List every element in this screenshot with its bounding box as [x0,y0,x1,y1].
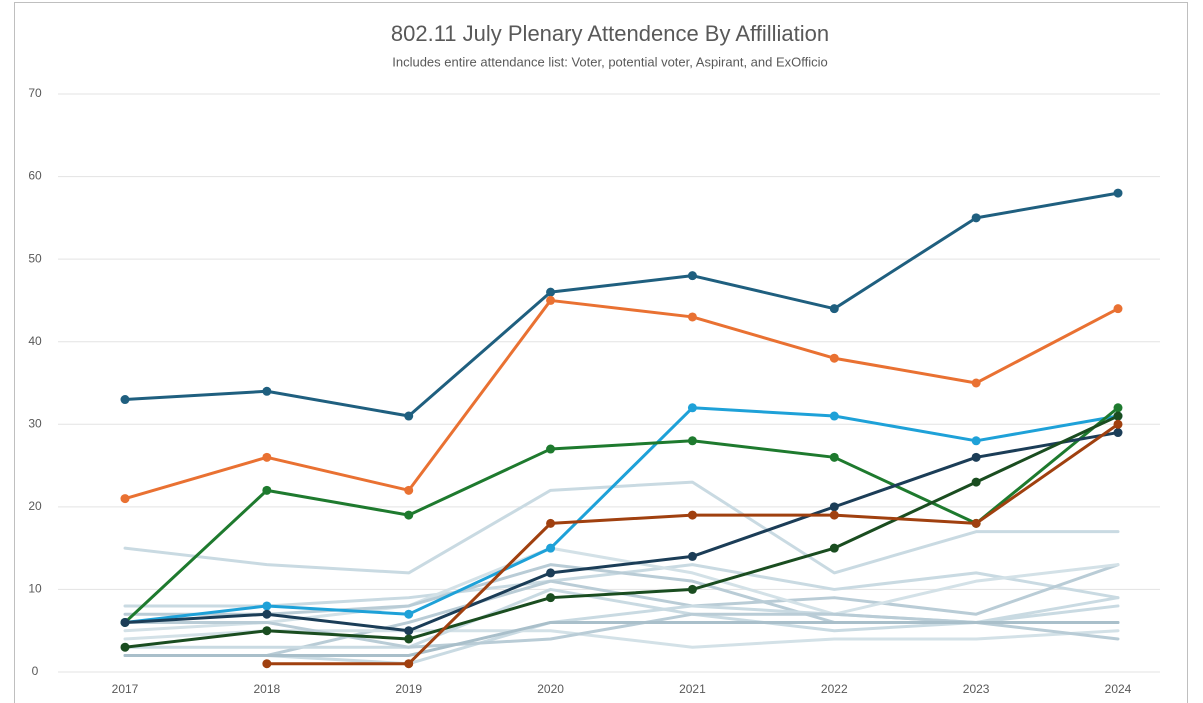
series-line [123,620,1120,657]
series-marker [546,593,556,603]
series-line [123,480,1120,575]
series-marker [687,551,697,561]
x-tick-label: 2024 [1105,682,1132,696]
series-marker [1113,304,1123,314]
series-line [123,431,1120,633]
series-marker [120,494,130,504]
series-marker [404,485,414,495]
x-tick-label: 2018 [254,682,281,696]
series-marker [404,411,414,421]
series-marker [120,642,130,652]
series-marker [687,271,697,281]
series-marker [829,543,839,553]
series-marker [1113,188,1123,198]
series-marker [262,601,272,611]
series-marker [546,444,556,454]
series-marker [971,452,981,462]
series-marker [546,295,556,305]
series-marker [687,436,697,446]
y-tick-label: 50 [28,251,42,265]
series-marker [262,626,272,636]
series-marker [404,659,414,669]
series-line [123,191,1120,418]
series-marker [262,386,272,396]
series-line [123,406,1120,624]
series-marker [404,510,414,520]
series-marker [404,626,414,636]
x-tick-label: 2023 [963,682,990,696]
series-marker [829,411,839,421]
series-marker [687,510,697,520]
series-line [123,546,1120,633]
y-tick-label: 20 [28,499,42,513]
y-tick-label: 30 [28,416,42,430]
series-line [123,406,1120,624]
series-marker [120,617,130,627]
y-tick-label: 0 [32,664,39,678]
series-marker [687,584,697,594]
series-marker [546,568,556,578]
series-marker [971,213,981,223]
y-tick-label: 70 [28,86,42,100]
series-marker [546,518,556,528]
series-marker [829,304,839,314]
x-tick-label: 2021 [679,682,706,696]
x-tick-label: 2022 [821,682,848,696]
series-marker [971,378,981,388]
series-marker [262,485,272,495]
series-marker [1113,411,1123,421]
chart-title: 802.11 July Plenary Attendence By Affill… [391,21,829,46]
series-marker [829,452,839,462]
series-marker [1113,428,1123,438]
series-marker [1113,403,1123,413]
series-marker [829,353,839,363]
series-marker [546,287,556,297]
x-tick-label: 2020 [537,682,564,696]
series-marker [262,609,272,619]
series-marker [687,312,697,322]
series-line [123,298,1120,501]
series-marker [829,502,839,512]
chart-subtitle: Includes entire attendance list: Voter, … [392,54,828,69]
series-marker [829,510,839,520]
series-marker [687,403,697,413]
series-marker [262,659,272,669]
series-marker [404,609,414,619]
x-tick-label: 2019 [395,682,422,696]
y-tick-label: 10 [28,582,42,596]
x-tick-label: 2017 [112,682,139,696]
series-line [123,414,1120,649]
series-marker [1113,419,1123,429]
series-marker [971,477,981,487]
series-marker [971,436,981,446]
series-marker [262,452,272,462]
series-marker [546,543,556,553]
series-marker [971,518,981,528]
chart-frame [14,2,1188,703]
y-tick-label: 40 [28,334,42,348]
y-tick-label: 60 [28,169,42,183]
series-marker [120,395,130,405]
series-marker [404,634,414,644]
